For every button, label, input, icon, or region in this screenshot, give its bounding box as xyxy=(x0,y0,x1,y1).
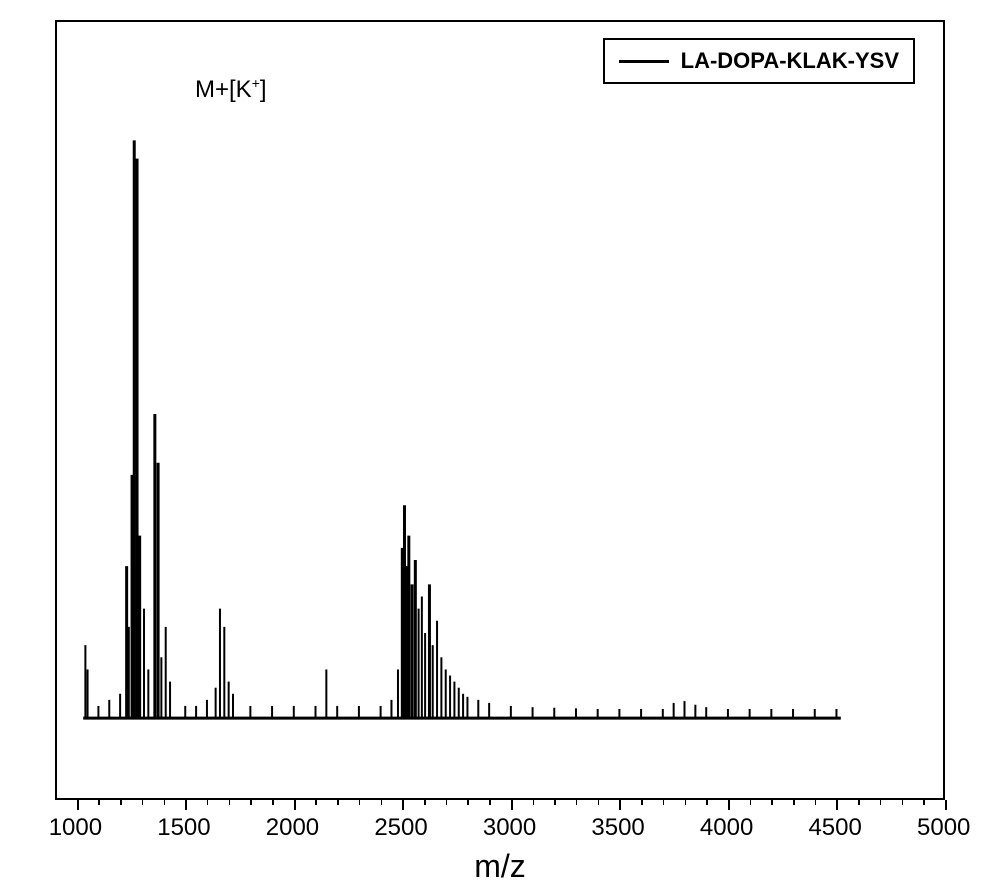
x-tick-major xyxy=(185,800,187,810)
x-tick-minor xyxy=(424,800,426,805)
x-tick-minor xyxy=(120,800,122,805)
x-tick-minor xyxy=(902,800,904,805)
x-tick-label: 2000 xyxy=(266,814,319,842)
annotation-suffix: ] xyxy=(260,76,267,103)
x-tick-minor xyxy=(315,800,317,805)
x-tick-minor xyxy=(685,800,687,805)
legend-box: LA-DOPA-KLAK-YSV xyxy=(603,38,915,84)
x-tick-minor xyxy=(750,800,752,805)
x-tick-minor xyxy=(598,800,600,805)
x-axis-label: m/z xyxy=(474,848,526,885)
x-tick-minor xyxy=(793,800,795,805)
x-tick-minor xyxy=(98,800,100,805)
x-tick-label: 1000 xyxy=(49,814,102,842)
x-tick-minor xyxy=(641,800,643,805)
x-tick-minor xyxy=(880,800,882,805)
spectrum-svg xyxy=(55,20,945,800)
x-tick-minor xyxy=(272,800,274,805)
x-tick-minor xyxy=(337,800,339,805)
x-tick-minor xyxy=(815,800,817,805)
x-tick-label: 2500 xyxy=(374,814,427,842)
x-tick-minor xyxy=(663,800,665,805)
x-tick-minor xyxy=(858,800,860,805)
x-tick-label: 1500 xyxy=(157,814,210,842)
legend-line xyxy=(619,60,669,63)
legend-text: LA-DOPA-KLAK-YSV xyxy=(681,48,899,74)
x-tick-minor xyxy=(489,800,491,805)
x-tick-major xyxy=(728,800,730,810)
x-tick-major xyxy=(511,800,513,810)
x-tick-minor xyxy=(207,800,209,805)
x-tick-major xyxy=(619,800,621,810)
plot-area: LA-DOPA-KLAK-YSV M+[K+] xyxy=(55,20,945,800)
x-tick-minor xyxy=(359,800,361,805)
x-tick-label: 3500 xyxy=(591,814,644,842)
x-tick-major xyxy=(402,800,404,810)
annotation-sup: + xyxy=(252,75,260,91)
x-tick-minor xyxy=(923,800,925,805)
x-tick-major xyxy=(836,800,838,810)
x-tick-minor xyxy=(554,800,556,805)
x-tick-minor xyxy=(164,800,166,805)
x-tick-minor xyxy=(229,800,231,805)
x-tick-minor xyxy=(706,800,708,805)
annotation-prefix: M+[K xyxy=(195,76,252,103)
x-tick-minor xyxy=(446,800,448,805)
x-tick-minor xyxy=(467,800,469,805)
x-tick-minor xyxy=(381,800,383,805)
x-tick-minor xyxy=(142,800,144,805)
x-tick-major xyxy=(945,800,947,810)
x-tick-minor xyxy=(576,800,578,805)
x-tick-major xyxy=(294,800,296,810)
x-tick-label: 4000 xyxy=(700,814,753,842)
x-tick-minor xyxy=(250,800,252,805)
x-tick-label: 3000 xyxy=(483,814,536,842)
peak-annotation: M+[K+] xyxy=(195,75,267,104)
x-tick-major xyxy=(77,800,79,810)
x-tick-label: 4500 xyxy=(808,814,861,842)
x-tick-label: 5000 xyxy=(917,814,970,842)
x-tick-minor xyxy=(771,800,773,805)
x-tick-minor xyxy=(533,800,535,805)
